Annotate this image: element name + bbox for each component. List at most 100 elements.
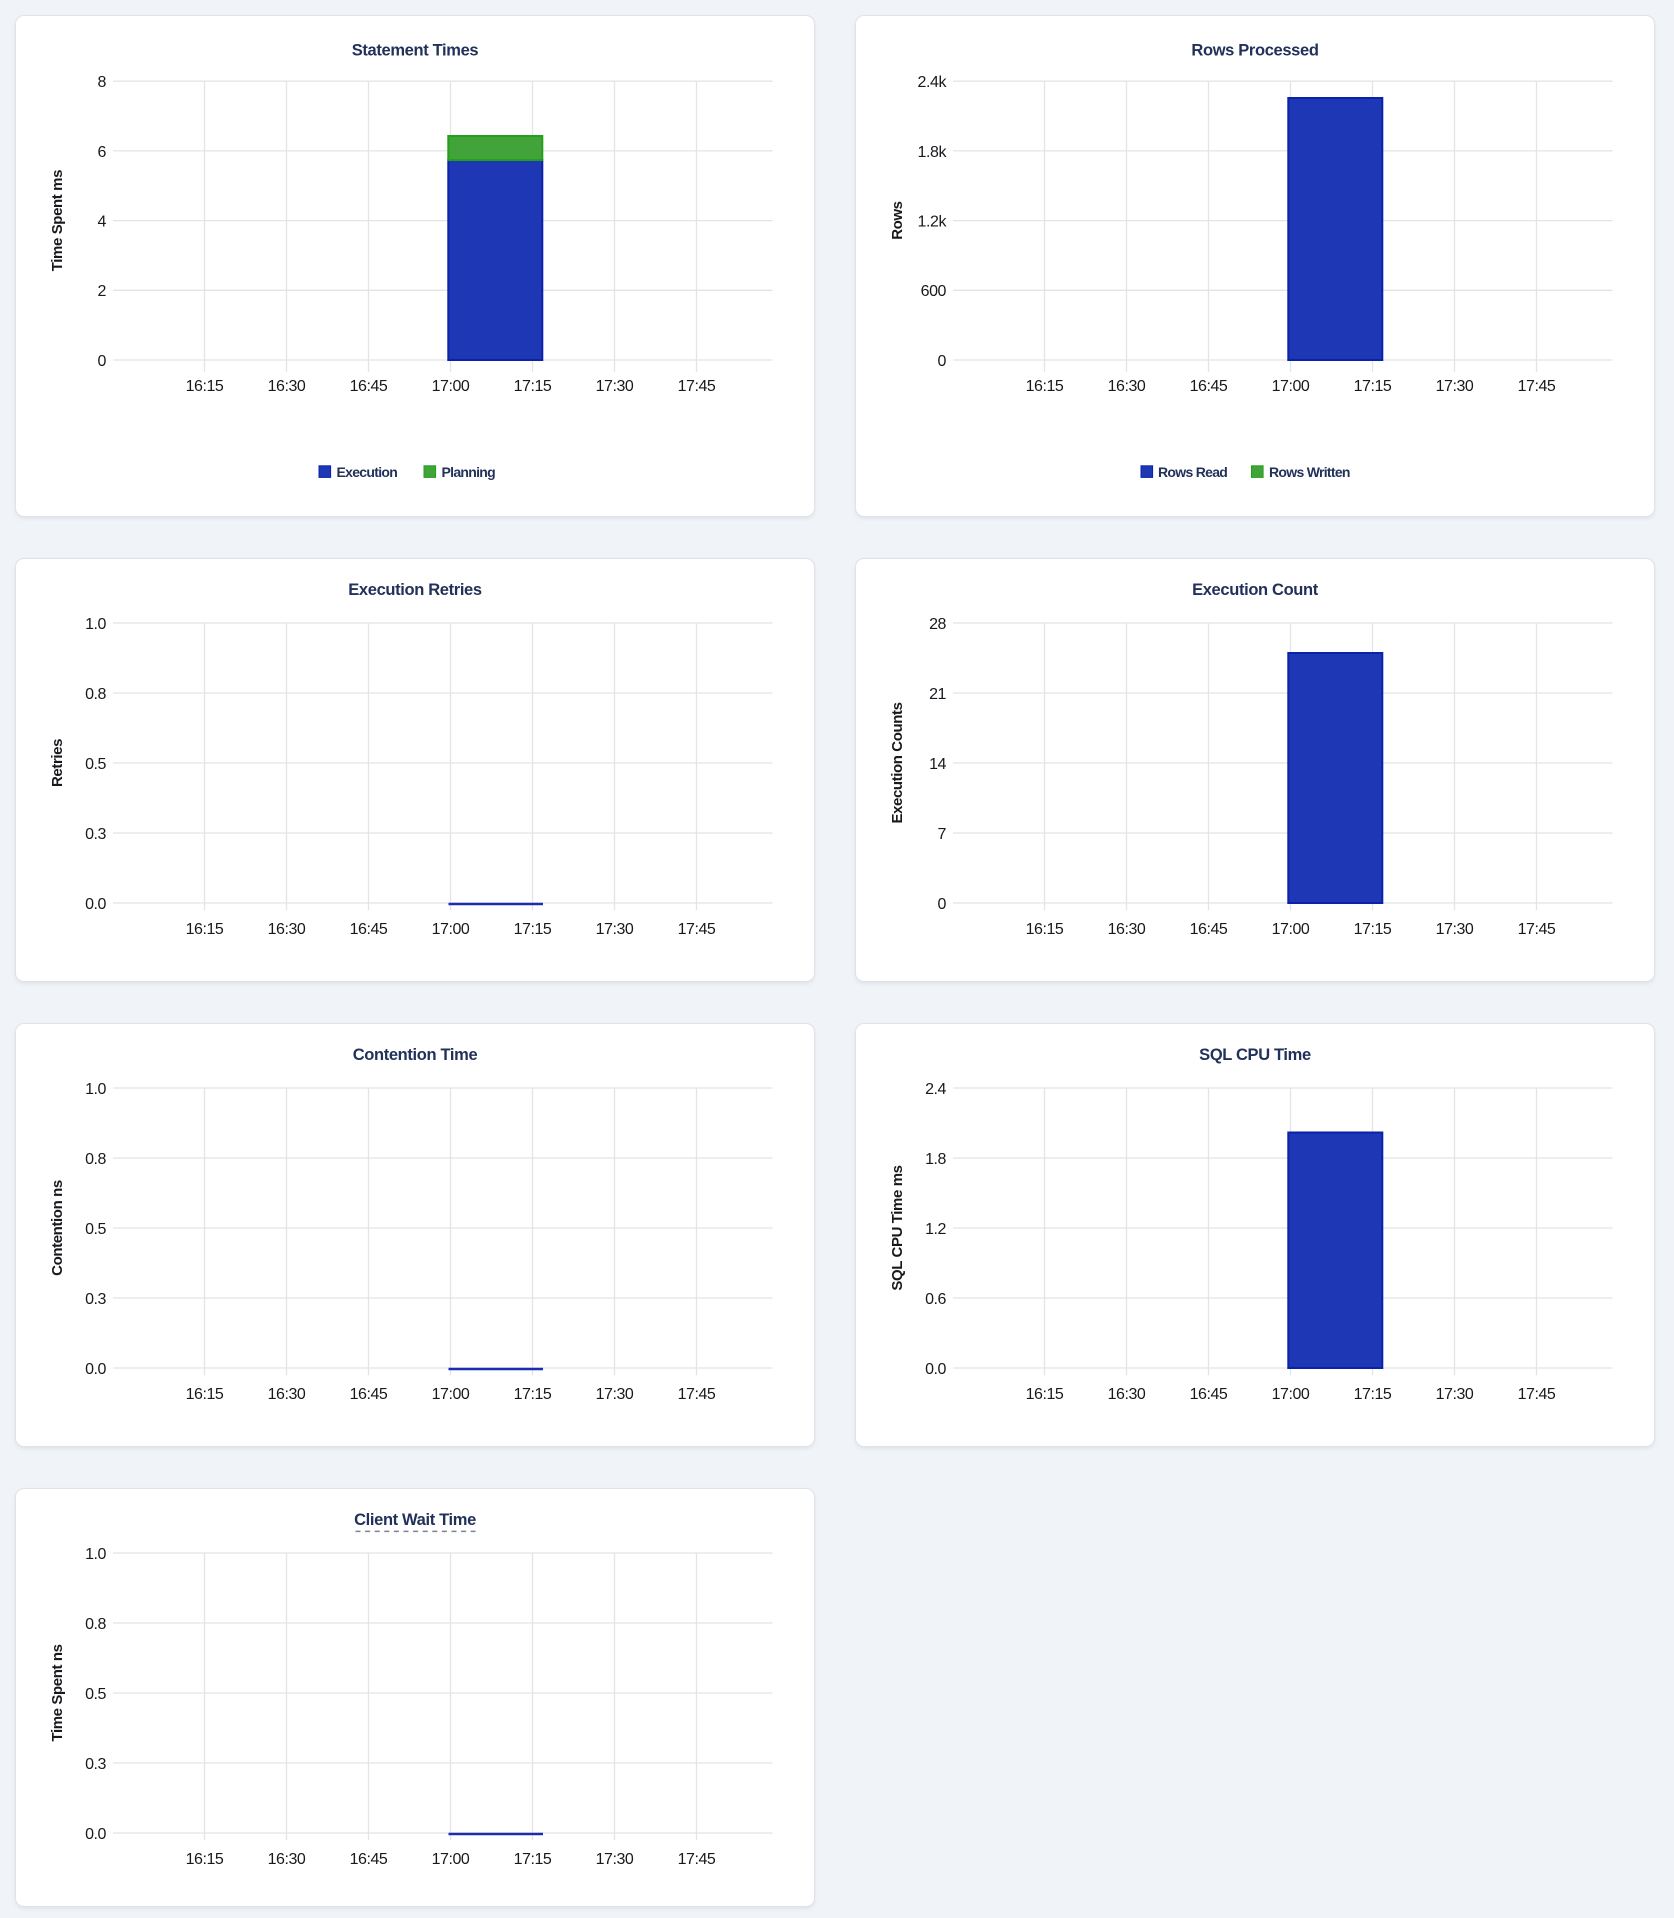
svg-text:21: 21 [929, 685, 946, 702]
svg-text:0.5: 0.5 [85, 1220, 106, 1237]
svg-text:17:30: 17:30 [596, 1851, 634, 1868]
svg-text:0.8: 0.8 [85, 1150, 106, 1167]
svg-text:0.5: 0.5 [85, 755, 106, 772]
svg-text:16:15: 16:15 [1026, 378, 1064, 395]
svg-text:17:00: 17:00 [432, 378, 470, 395]
svg-text:0.8: 0.8 [85, 1615, 106, 1632]
svg-text:2.4: 2.4 [925, 1080, 946, 1097]
svg-text:7: 7 [938, 825, 947, 842]
svg-text:600: 600 [921, 283, 947, 300]
svg-text:Rows: Rows [889, 201, 906, 239]
svg-text:17:15: 17:15 [1354, 1386, 1392, 1403]
svg-text:Execution Retries: Execution Retries [348, 581, 482, 599]
svg-text:16:30: 16:30 [268, 1851, 306, 1868]
svg-text:1.2: 1.2 [925, 1220, 946, 1237]
svg-text:Contention ns: Contention ns [49, 1180, 66, 1276]
svg-text:0: 0 [938, 353, 947, 370]
svg-text:17:45: 17:45 [678, 378, 716, 395]
svg-text:16:45: 16:45 [350, 921, 388, 938]
svg-text:16:30: 16:30 [268, 378, 306, 395]
svg-text:0.0: 0.0 [85, 895, 106, 912]
svg-text:2.4k: 2.4k [918, 74, 948, 91]
svg-text:16:15: 16:15 [186, 921, 224, 938]
svg-text:8: 8 [98, 74, 107, 91]
svg-text:17:45: 17:45 [678, 1851, 716, 1868]
svg-text:17:00: 17:00 [432, 1386, 470, 1403]
svg-text:1.0: 1.0 [85, 1545, 106, 1562]
svg-text:0.3: 0.3 [85, 825, 106, 842]
svg-text:17:15: 17:15 [514, 1851, 552, 1868]
svg-text:16:30: 16:30 [1108, 921, 1146, 938]
svg-text:17:15: 17:15 [514, 921, 552, 938]
svg-text:16:45: 16:45 [350, 378, 388, 395]
svg-text:1.0: 1.0 [85, 615, 106, 632]
svg-text:16:15: 16:15 [1026, 1386, 1064, 1403]
svg-text:0.3: 0.3 [85, 1755, 106, 1772]
svg-text:17:00: 17:00 [1272, 378, 1310, 395]
svg-text:14: 14 [929, 755, 946, 772]
svg-text:Contention Time: Contention Time [353, 1046, 478, 1064]
svg-text:16:15: 16:15 [1026, 921, 1064, 938]
svg-text:0.0: 0.0 [85, 1360, 106, 1377]
svg-text:Time Spent ns: Time Spent ns [49, 1644, 66, 1741]
svg-text:0.0: 0.0 [925, 1360, 946, 1377]
svg-text:16:15: 16:15 [186, 1851, 224, 1868]
svg-text:17:15: 17:15 [514, 1386, 552, 1403]
svg-text:2: 2 [98, 283, 107, 300]
svg-text:Statement Times: Statement Times [352, 41, 479, 59]
svg-text:SQL CPU Time ms: SQL CPU Time ms [889, 1165, 906, 1290]
svg-text:17:30: 17:30 [1436, 378, 1474, 395]
svg-text:Rows Read: Rows Read [1158, 464, 1227, 480]
svg-text:1.0: 1.0 [85, 1080, 106, 1097]
svg-text:17:00: 17:00 [432, 1851, 470, 1868]
svg-text:0.0: 0.0 [85, 1825, 106, 1842]
svg-text:Execution Counts: Execution Counts [889, 702, 906, 823]
svg-text:16:15: 16:15 [186, 1386, 224, 1403]
svg-text:Execution: Execution [337, 464, 398, 480]
svg-text:6: 6 [98, 144, 107, 161]
svg-text:16:45: 16:45 [350, 1386, 388, 1403]
svg-text:0.5: 0.5 [85, 1685, 106, 1702]
svg-text:17:45: 17:45 [1518, 921, 1556, 938]
svg-text:Client Wait Time: Client Wait Time [354, 1511, 476, 1529]
svg-text:17:00: 17:00 [1272, 1386, 1310, 1403]
svg-text:17:15: 17:15 [1354, 378, 1392, 395]
svg-text:Rows Written: Rows Written [1269, 464, 1350, 480]
svg-text:17:30: 17:30 [596, 1386, 634, 1403]
svg-text:17:45: 17:45 [678, 1386, 716, 1403]
svg-text:17:30: 17:30 [596, 921, 634, 938]
svg-text:0.6: 0.6 [925, 1290, 946, 1307]
svg-text:SQL CPU Time: SQL CPU Time [1199, 1046, 1311, 1064]
svg-text:17:30: 17:30 [1436, 921, 1474, 938]
svg-text:1.2k: 1.2k [918, 214, 948, 231]
svg-text:17:00: 17:00 [1272, 921, 1310, 938]
svg-text:28: 28 [929, 615, 946, 632]
svg-text:0.3: 0.3 [85, 1290, 106, 1307]
svg-text:17:15: 17:15 [1354, 921, 1392, 938]
svg-text:17:30: 17:30 [1436, 1386, 1474, 1403]
svg-text:16:45: 16:45 [1190, 921, 1228, 938]
svg-text:16:45: 16:45 [1190, 378, 1228, 395]
svg-text:16:30: 16:30 [1108, 378, 1146, 395]
svg-text:17:00: 17:00 [432, 921, 470, 938]
svg-text:16:30: 16:30 [1108, 1386, 1146, 1403]
svg-text:4: 4 [98, 214, 107, 231]
svg-text:0: 0 [98, 353, 107, 370]
svg-text:16:45: 16:45 [350, 1851, 388, 1868]
svg-text:1.8: 1.8 [925, 1150, 946, 1167]
svg-text:Time Spent ms: Time Spent ms [49, 170, 66, 271]
svg-text:16:30: 16:30 [268, 921, 306, 938]
svg-text:16:30: 16:30 [268, 1386, 306, 1403]
svg-text:17:15: 17:15 [514, 378, 552, 395]
svg-text:17:45: 17:45 [1518, 1386, 1556, 1403]
svg-text:17:30: 17:30 [596, 378, 634, 395]
svg-text:Retries: Retries [49, 738, 66, 786]
svg-text:Execution Count: Execution Count [1192, 581, 1319, 599]
svg-text:16:45: 16:45 [1190, 1386, 1228, 1403]
svg-text:17:45: 17:45 [1518, 378, 1556, 395]
svg-text:17:45: 17:45 [678, 921, 716, 938]
svg-text:16:15: 16:15 [186, 378, 224, 395]
svg-text:Planning: Planning [442, 464, 496, 480]
svg-text:Rows Processed: Rows Processed [1191, 41, 1318, 59]
svg-text:0.8: 0.8 [85, 685, 106, 702]
